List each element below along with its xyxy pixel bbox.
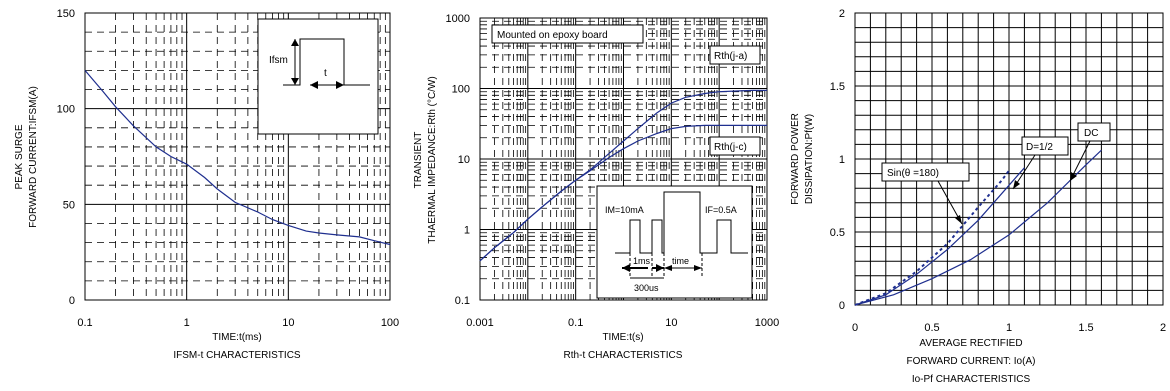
y-tick-labels: 0.1 1 10 100 1000 [446, 13, 470, 307]
svg-text:THAERMAL IMPEDANCE:Rth (°C/W): THAERMAL IMPEDANCE:Rth (°C/W) [427, 76, 438, 244]
plot-frame [854, 12, 1164, 306]
series-line-d-1-2 [854, 167, 1025, 306]
y-tick-label: 0 [69, 295, 75, 307]
series-line-0-0 [84, 70, 391, 246]
legend-sin: Sin(θ =180) [881, 162, 970, 225]
svg-text:FORWARD CURRENT:IFSM(A): FORWARD CURRENT:IFSM(A) [28, 86, 39, 228]
svg-text:TRANSIENT: TRANSIENT [413, 132, 424, 189]
x-axis-label: TIME:t(s) [602, 332, 643, 343]
svg-text:PEAK SURGE: PEAK SURGE [14, 124, 25, 189]
legend-dc: DC [1069, 122, 1111, 182]
y-tick-label: 0.1 [455, 295, 470, 307]
x-tick-label: 1.5 [1078, 322, 1093, 334]
x-tick-label: 0.1 [568, 317, 583, 329]
chart-io-pf: 0 0.5 1 1.5 2 0 0.5 1 1.5 2 AVERAGE RECTIFIED FO… [790, 8, 1166, 385]
series-layer [84, 70, 391, 246]
y-tick-label: 150 [57, 8, 75, 20]
y-tick-labels: 0 0.5 1 1.5 2 [830, 8, 845, 312]
y-tick-label: 10 [458, 154, 470, 166]
plot-frame [84, 12, 391, 301]
chart-title: Rth-t CHARACTERISTICS [564, 350, 683, 361]
series-line-rth-j-c- [479, 124, 767, 262]
chart-title: Io-Pf CHARACTERISTICS [912, 374, 1031, 385]
plot-frame [479, 17, 768, 301]
svg-text:D=1/2: D=1/2 [1026, 142, 1053, 153]
y-tick-label: 100 [57, 104, 75, 116]
x-tick-label: 0.1 [77, 317, 92, 329]
grid [855, 13, 1163, 305]
inset-im-label: IM=10mA [605, 205, 644, 215]
y-tick-label: 0.5 [830, 227, 845, 239]
x-tick-label: 0 [852, 322, 858, 334]
inset-amplitude-label: Ifsm [269, 55, 288, 66]
chart-ifsm-t: 0.1 1 10 100 0 50 100 150 TIME:t(ms) IFSM-t CH… [14, 8, 399, 361]
x-tick-label: 0.001 [466, 317, 494, 329]
chart-rth-t: 0.001 0.1 10 1000 0.1 1 10 100 1000 TIME:t(s) R… [413, 13, 779, 361]
series-layer [479, 89, 767, 262]
x-tick-label: 10 [665, 317, 677, 329]
legend-rth-ja: Rth(j-a) [709, 45, 761, 65]
inset-pulse-diagram: IM=10mA IF=0.5A 1ms time 300us [596, 185, 753, 299]
x-tick-label: 2 [1160, 322, 1166, 334]
x-tick-label: 1000 [755, 317, 779, 329]
series-layer [854, 149, 1102, 306]
inset-waveform: Ifsm t [257, 18, 379, 135]
legend-duty: D=1/2 [1012, 136, 1069, 190]
y-tick-label: 50 [63, 199, 75, 211]
y-tick-label: 2 [839, 8, 845, 20]
inset-if-label: IF=0.5A [705, 205, 737, 215]
x-tick-labels: 0.1 1 10 100 [77, 317, 399, 329]
x-axis-label-line2: FORWARD CURRENT: Io(A) [907, 356, 1036, 367]
y-tick-label: 1000 [446, 13, 470, 25]
svg-text:Rth(j-a): Rth(j-a) [714, 51, 747, 62]
x-tick-label: 100 [381, 317, 399, 329]
y-axis-label: TRANSIENT THAERMAL IMPEDANCE:Rth (°C/W) [413, 76, 438, 244]
svg-text:Sin(θ =180): Sin(θ =180) [887, 168, 939, 179]
y-axis-label: FORWARD POWER DISSIPATION:Pf(W) [790, 113, 815, 205]
series-line-sin-180- [854, 170, 1010, 306]
x-tick-label: 10 [282, 317, 294, 329]
x-tick-labels: 0 0.5 1 1.5 2 [852, 322, 1166, 334]
series-line-dc [854, 149, 1102, 306]
svg-text:time: time [672, 256, 689, 266]
svg-text:300us: 300us [634, 283, 659, 293]
x-axis-label-line1: AVERAGE RECTIFIED [919, 338, 1022, 349]
y-tick-label: 100 [452, 84, 470, 96]
x-tick-label: 0.5 [924, 322, 939, 334]
y-axis-label: PEAK SURGE FORWARD CURRENT:IFSM(A) [14, 86, 39, 228]
x-tick-labels: 0.001 0.1 10 1000 [466, 317, 779, 329]
annotation-box: Mounted on epoxy board [491, 24, 644, 44]
chart-title: IFSM-t CHARACTERISTICS [173, 350, 301, 361]
y-tick-label: 0 [839, 300, 845, 312]
y-tick-label: 1 [839, 154, 845, 166]
y-tick-label: 1.5 [830, 81, 845, 93]
y-tick-labels: 0 50 100 150 [57, 8, 75, 307]
x-tick-label: 1 [1006, 322, 1012, 334]
svg-text:DC: DC [1084, 128, 1098, 139]
svg-text:DISSIPATION:Pf(W): DISSIPATION:Pf(W) [804, 114, 815, 204]
svg-text:Rth(j-c): Rth(j-c) [714, 142, 747, 153]
x-tick-label: 1 [184, 317, 190, 329]
inset-duration-label: t [324, 68, 327, 79]
x-axis-label: TIME:t(ms) [212, 332, 261, 343]
y-tick-label: 1 [464, 225, 470, 237]
svg-text:FORWARD POWER: FORWARD POWER [790, 113, 801, 205]
svg-text:1ms: 1ms [633, 256, 651, 266]
legend-rth-jc: Rth(j-c) [709, 136, 761, 156]
svg-text:Mounted on epoxy board: Mounted on epoxy board [497, 30, 608, 41]
